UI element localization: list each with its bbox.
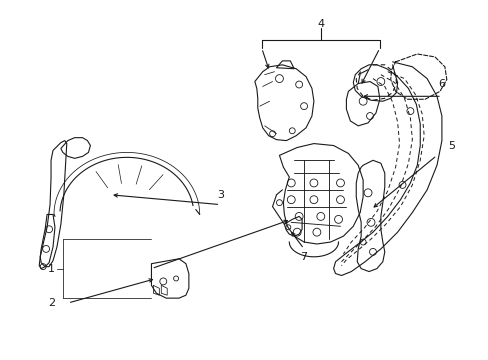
Text: 6: 6 — [438, 78, 445, 89]
Text: 5: 5 — [447, 140, 454, 150]
Text: 1: 1 — [48, 264, 55, 274]
Text: 3: 3 — [217, 190, 224, 200]
Text: 4: 4 — [317, 19, 324, 30]
Text: 7: 7 — [300, 252, 307, 262]
Text: 2: 2 — [48, 298, 55, 308]
